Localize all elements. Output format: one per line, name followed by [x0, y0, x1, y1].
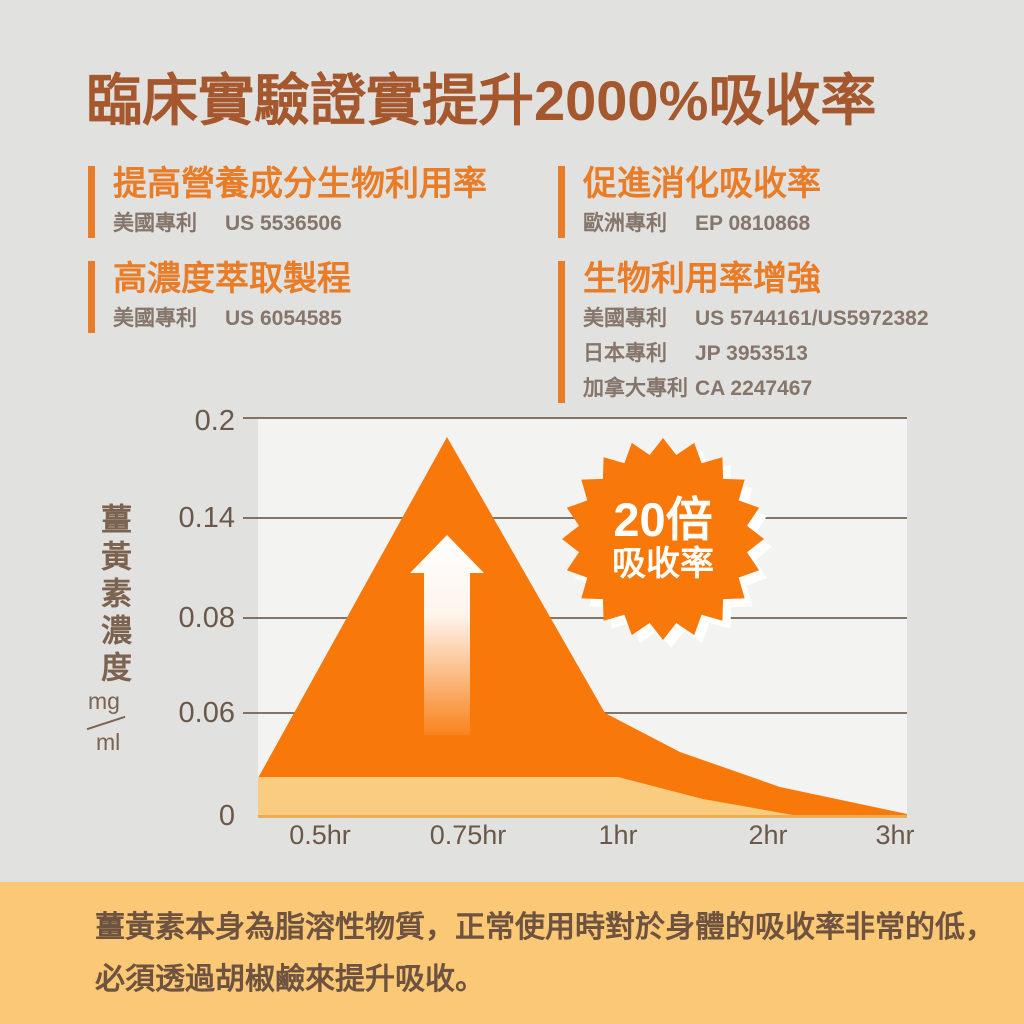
patent-heading: 生物利用率增強	[583, 260, 821, 298]
patent-section-extraction: 高濃度萃取製程 美國專利 US 6054585	[88, 260, 351, 334]
patent-country-label: 美國專利	[113, 307, 197, 331]
gridline-0.08	[243, 617, 907, 619]
up-arrow-icon	[410, 535, 484, 735]
gridline-0.2	[243, 417, 907, 419]
x-tick-0.5hr: 0.5hr	[289, 820, 351, 850]
footer-line-1: 薑黃素本身為脂溶性物質，正常使用時對於身體的吸收率非常的低，	[95, 911, 995, 944]
y-tick-0.06: 0.06	[178, 697, 235, 729]
patent-number: US 6054585	[225, 307, 342, 331]
y-tick-0.14: 0.14	[178, 502, 235, 534]
badge-text: 20倍 吸收率	[558, 435, 768, 645]
y-tick-0: 0	[218, 800, 235, 832]
patent-country-label: 歐洲專利	[583, 212, 667, 236]
patent-country-label: 美國專利	[113, 212, 197, 236]
patent-heading: 高濃度萃取製程	[113, 260, 351, 298]
area-chart-svg	[258, 437, 907, 818]
patent-number: US 5536506	[225, 212, 342, 236]
patent-country-label: 日本專利	[583, 342, 667, 366]
patent-row: 美國專利 US 5536506	[113, 210, 487, 238]
patent-row: 美國專利 US 5744161/US5972382	[583, 305, 929, 333]
patent-row: 日本專利 JP 3953513	[583, 340, 929, 368]
badge-starburst	[562, 438, 772, 648]
patent-heading: 促進消化吸收率	[583, 165, 821, 203]
patent-number: CA 2247467	[695, 377, 813, 401]
patent-section-enhancement: 生物利用率增強 美國專利 US 5744161/US5972382 日本專利 J…	[558, 260, 929, 404]
absorption-badge: 20倍 吸收率	[558, 435, 778, 655]
y-axis-title: 薑黃素濃度	[96, 503, 131, 688]
badge-caption: 吸收率	[612, 545, 714, 584]
patent-number: JP 3953513	[695, 342, 808, 366]
y-axis-unit-denominator: ml	[96, 729, 121, 755]
footer-text: 薑黃素本身為脂溶性物質，正常使用時對於身體的吸收率非常的低， 必須透過胡椒鹼來提…	[95, 902, 995, 1005]
x-tick-2hr: 2hr	[748, 820, 788, 850]
fraction-slash	[86, 715, 126, 731]
x-tick-0.75hr: 0.75hr	[429, 820, 507, 850]
patent-section-bioavailability: 提高營養成分生物利用率 美國專利 US 5536506	[88, 165, 487, 239]
enhanced-absorption-area	[258, 437, 907, 818]
patent-row: 美國專利 US 6054585	[113, 305, 351, 333]
patent-row: 歐洲專利 EP 0810868	[583, 210, 821, 238]
footer-line-2: 必須透過胡椒鹼來提升吸收。	[95, 962, 485, 996]
patent-section-digestion: 促進消化吸收率 歐洲專利 EP 0810868	[558, 165, 821, 239]
starburst-icon	[562, 438, 764, 640]
y-axis-unit: mg ml	[86, 688, 132, 756]
patent-country-label: 加拿大專利	[583, 377, 688, 401]
footer-note: 薑黃素本身為脂溶性物質，正常使用時對於身體的吸收率非常的低， 必須透過胡椒鹼來提…	[0, 882, 1024, 1024]
y-axis-unit-numerator: mg	[88, 688, 120, 714]
x-tick-3hr: 3hr	[875, 820, 915, 850]
badge-multiplier: 20倍	[613, 492, 713, 546]
baseline-absorption-area	[258, 777, 800, 818]
page-title: 臨床實驗證實提升2000%吸收率	[86, 69, 877, 132]
x-tick-1hr: 1hr	[598, 820, 638, 850]
patent-country-label: 美國專利	[583, 307, 667, 331]
baseline-strip	[258, 815, 907, 818]
y-tick-0.08: 0.08	[178, 602, 235, 634]
patent-row: 加拿大專利 CA 2247467	[583, 375, 929, 403]
patent-number: EP 0810868	[695, 212, 811, 236]
patent-heading: 提高營養成分生物利用率	[113, 165, 487, 203]
chart-plot-area	[243, 417, 907, 818]
patent-number: US 5744161/US5972382	[695, 307, 929, 331]
y-tick-0.2: 0.2	[194, 405, 235, 437]
